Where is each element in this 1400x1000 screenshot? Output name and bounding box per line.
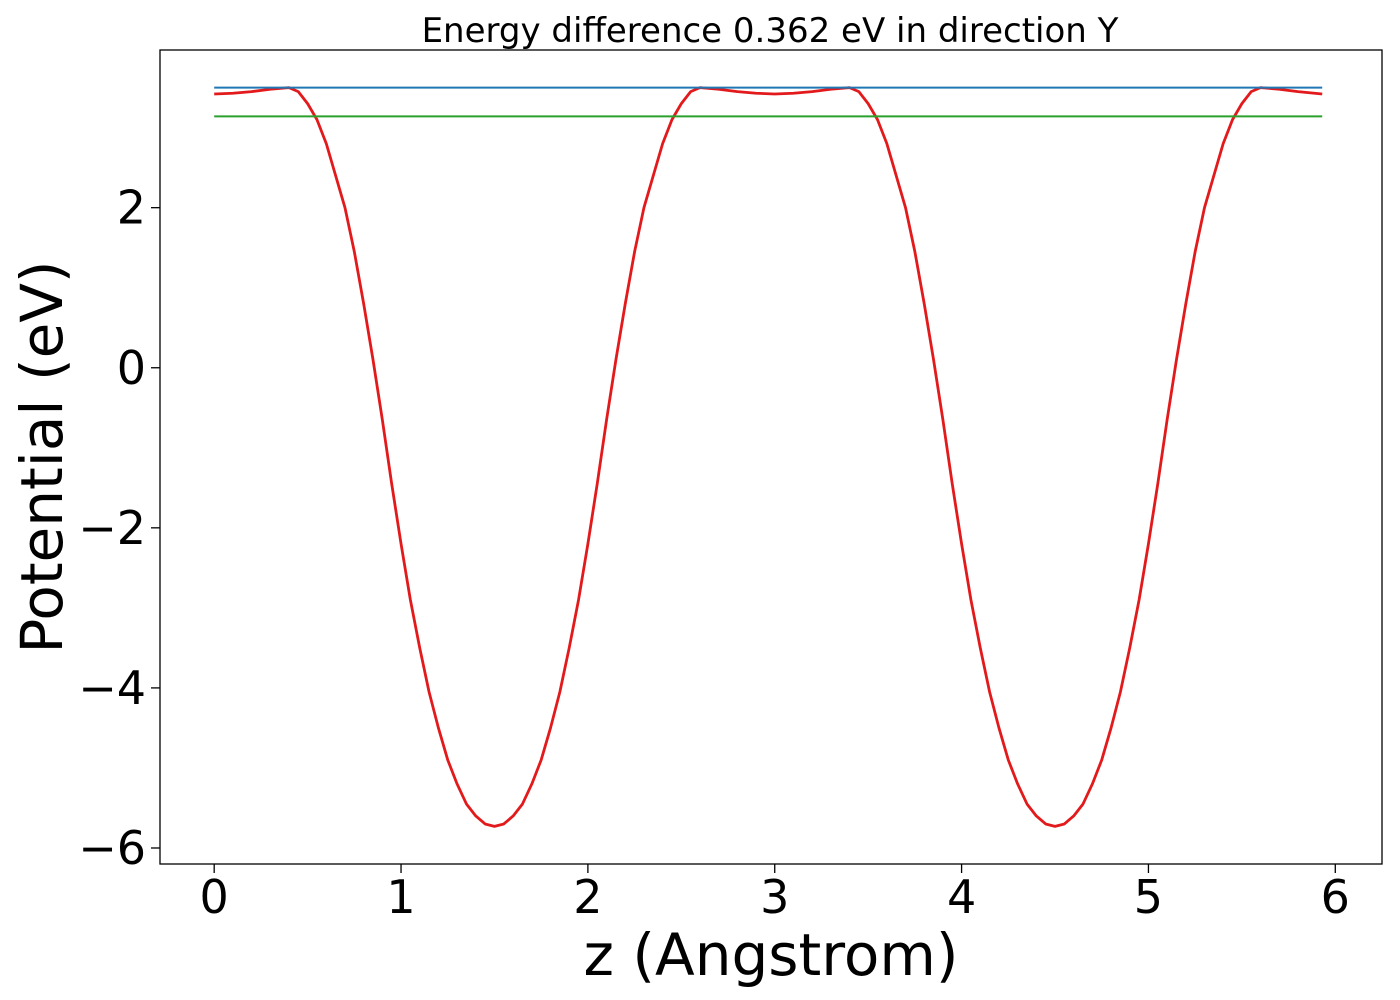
y-axis-label: Potential (eV) [8,260,76,653]
y-tick-label: 0 [117,341,146,395]
y-tick-label: −6 [78,821,146,875]
x-tick-label: 4 [947,870,976,924]
axes-frame [159,49,1383,865]
chart-title: Energy difference 0.362 eV in direction … [422,11,1119,51]
y-tick-label: −4 [78,661,146,715]
y-tick-label: −2 [78,501,146,555]
x-tick-label: 5 [1134,870,1163,924]
x-tick-label: 1 [386,870,415,924]
potential-curve [214,86,1323,828]
x-tick-label: 2 [573,870,602,924]
ticks: 0 1 2 3 4 5 6 −6 −4 −2 0 2 [78,181,1350,924]
plot-area [214,86,1323,828]
x-axis-label: z (Angstrom) [584,921,959,989]
x-tick-label: 3 [760,870,789,924]
y-tick-label: 2 [117,181,146,235]
x-tick-label: 6 [1321,870,1350,924]
x-tick-label: 0 [200,870,229,924]
